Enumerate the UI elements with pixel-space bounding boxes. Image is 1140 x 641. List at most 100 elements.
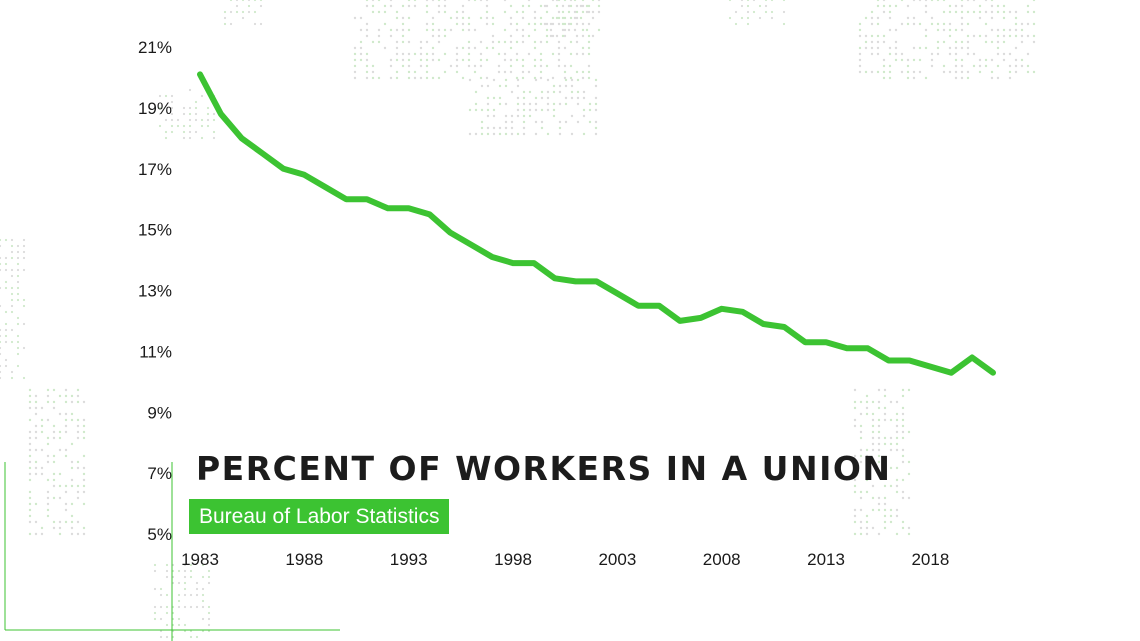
background-dot: [746, 16, 750, 20]
background-dot: [425, 58, 429, 62]
background-dot: [871, 484, 875, 488]
background-dot: [581, 76, 585, 80]
background-dot: [16, 298, 20, 302]
background-dot: [954, 28, 958, 32]
background-dot: [82, 454, 86, 458]
background-dot: [734, 10, 738, 14]
background-dot: [189, 575, 193, 579]
background-dot: [407, 58, 411, 62]
background-dot: [413, 76, 417, 80]
background-dot: [581, 46, 585, 50]
background-dot: [563, 22, 567, 26]
background-dot: [474, 90, 478, 94]
background-dot: [954, 76, 958, 80]
background-dot: [183, 563, 187, 567]
background-dot: [543, 22, 547, 26]
background-dot: [907, 532, 911, 536]
background-dot: [901, 460, 905, 464]
background-dot: [164, 94, 168, 98]
background-dot: [587, 76, 591, 80]
background-dot: [858, 70, 862, 74]
background-dot: [876, 70, 880, 74]
background-dot: [64, 394, 68, 398]
background-dot: [853, 418, 857, 422]
background-dot: [581, 52, 585, 56]
background-dot: [570, 96, 574, 100]
background-dot: [10, 274, 14, 278]
background-dot: [912, 0, 916, 2]
background-dot: [449, 16, 453, 20]
background-dot: [365, 64, 369, 68]
background-dot: [924, 46, 928, 50]
background-dot: [918, 22, 922, 26]
background-dot: [853, 454, 857, 458]
background-dot: [504, 114, 508, 118]
background-dot: [431, 0, 435, 2]
background-dot: [984, 40, 988, 44]
background-dot: [504, 84, 508, 88]
background-dot: [425, 70, 429, 74]
background-dot: [22, 238, 26, 242]
background-dot: [189, 569, 193, 573]
background-dot: [383, 22, 387, 26]
background-dot: [889, 436, 893, 440]
background-dot: [575, 40, 579, 44]
background-dot: [515, 40, 519, 44]
background-dot: [212, 118, 216, 122]
background-dot: [522, 90, 526, 94]
background-dot: [22, 268, 26, 272]
background-dot: [882, 76, 886, 80]
background-dot: [183, 623, 187, 627]
background-dot: [516, 108, 520, 112]
background-dot: [467, 58, 471, 62]
background-dot: [16, 262, 20, 266]
background-dot: [359, 40, 363, 44]
background-dot: [486, 126, 490, 130]
background-dot: [533, 10, 537, 14]
background-dot: [912, 58, 916, 62]
background-dot: [76, 484, 80, 488]
background-dot: [876, 46, 880, 50]
background-dot: [371, 10, 375, 14]
background-dot: [876, 16, 880, 20]
background-dot: [377, 10, 381, 14]
background-dot: [22, 376, 26, 380]
background-dot: [28, 388, 32, 392]
background-dot: [16, 244, 20, 248]
background-dot: [497, 52, 501, 56]
background-dot: [201, 617, 205, 621]
background-dot: [34, 448, 38, 452]
background-dot: [34, 412, 38, 416]
background-dot: [954, 4, 958, 8]
background-dot: [764, 10, 768, 14]
background-dot: [389, 34, 393, 38]
background-dot: [28, 436, 32, 440]
background-dot: [365, 22, 369, 26]
background-dot: [906, 22, 910, 26]
background-dot: [966, 40, 970, 44]
background-dot: [201, 563, 205, 567]
background-dot: [865, 406, 869, 410]
background-dot: [176, 124, 180, 128]
background-dot: [46, 478, 50, 482]
background-dot: [504, 120, 508, 124]
background-dot: [978, 10, 982, 14]
background-dot: [551, 0, 555, 2]
background-dot: [425, 52, 429, 56]
background-dot: [467, 0, 471, 2]
background-dot: [877, 430, 881, 434]
background-dot: [865, 448, 869, 452]
background-dot: [587, 70, 591, 74]
background-dot: [1002, 34, 1006, 38]
background-dot: [770, 10, 774, 14]
background-dot: [877, 388, 881, 392]
background-dot: [206, 118, 210, 122]
background-dot: [22, 346, 26, 350]
background-dot: [365, 52, 369, 56]
background-dot: [870, 52, 874, 56]
background-dot: [984, 64, 988, 68]
background-dot: [883, 514, 887, 518]
background-dot: [4, 238, 8, 242]
background-dot: [46, 454, 50, 458]
background-dot: [539, 52, 543, 56]
